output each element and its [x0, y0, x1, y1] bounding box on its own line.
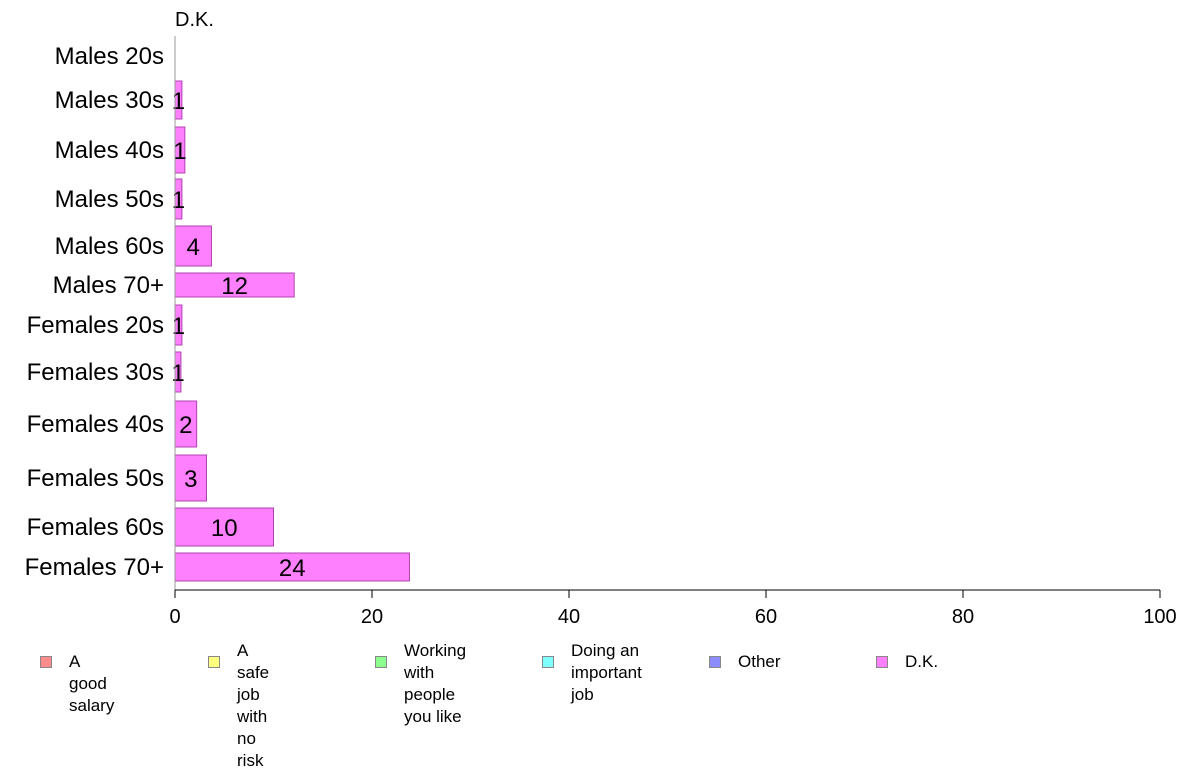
- x-tick-label: 0: [169, 606, 180, 628]
- legend-swatch: [709, 656, 721, 668]
- x-tick-label: 100: [1143, 606, 1176, 628]
- data-label: 2: [179, 412, 192, 439]
- x-tick-label: 60: [755, 606, 777, 628]
- category-label: Males 50s: [55, 186, 164, 213]
- legend-swatch: [876, 656, 888, 668]
- category-label: Males 60s: [55, 233, 164, 260]
- category-label: Males 40s: [55, 137, 164, 164]
- category-label: Males 30s: [55, 87, 164, 114]
- category-label: Females 30s: [27, 359, 164, 386]
- x-axis: 0 20 40 60 80 100: [169, 36, 1177, 628]
- legend-swatch: [208, 656, 220, 668]
- legend-swatch: [40, 656, 52, 668]
- legend-label: D.K.: [905, 652, 939, 671]
- legend-label: A safe job with no risk: [237, 641, 270, 770]
- legend-swatch: [375, 656, 387, 668]
- legend: A good salary A safe job with no risk Work…: [0, 640, 1188, 770]
- category-label: Males 70+: [53, 272, 164, 299]
- category-label: Females 40s: [27, 411, 164, 438]
- data-label: 1: [173, 138, 186, 165]
- legend-label: Doing an important job: [571, 641, 642, 704]
- data-label: 12: [221, 273, 248, 300]
- data-label: 10: [211, 515, 238, 542]
- bar-segment: [174, 225, 212, 267]
- category-label: Males 20s: [55, 43, 164, 70]
- data-label: 1: [172, 88, 185, 115]
- x-tick-label: 80: [952, 606, 974, 628]
- x-tick-label: 40: [558, 606, 580, 628]
- data-label: 1: [172, 313, 185, 340]
- bar-segment: [174, 272, 295, 298]
- data-label: 1: [172, 187, 185, 214]
- legend-label: A good salary: [69, 652, 115, 715]
- data-label: 4: [187, 234, 200, 261]
- data-label: 24: [279, 555, 306, 582]
- data-label: 1: [171, 360, 184, 387]
- chart-title: D.K.: [175, 9, 214, 31]
- category-label: Females 60s: [27, 514, 164, 541]
- x-tick-label: 20: [361, 606, 383, 628]
- category-label: Females 70+: [25, 554, 164, 581]
- legend-label: Working with people you like: [404, 641, 467, 726]
- legend-label: Other: [738, 652, 781, 671]
- category-labels: Males 20s Males 30s Males 40s Males 50s Male…: [25, 43, 164, 581]
- legend-swatch: [542, 656, 554, 668]
- category-label: Females 50s: [27, 465, 164, 492]
- data-label: 3: [184, 466, 197, 493]
- category-label: Females 20s: [27, 312, 164, 339]
- bar-segment: [174, 507, 274, 547]
